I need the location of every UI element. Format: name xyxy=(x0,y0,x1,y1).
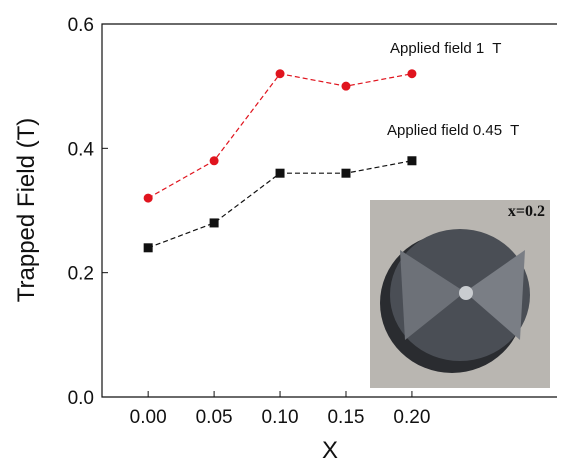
y-axis-label: Trapped Field (T) xyxy=(13,118,40,303)
x-tick-label: 0.05 xyxy=(196,407,233,428)
point xyxy=(341,168,351,178)
point xyxy=(275,168,285,178)
seed xyxy=(459,286,473,300)
x-tick-label: 0.10 xyxy=(262,407,299,428)
facet xyxy=(465,250,525,340)
y-tick-label: 0.4 xyxy=(68,139,95,160)
series-label: Applied field 1 T xyxy=(390,40,501,57)
y-tick-label: 0.0 xyxy=(68,388,94,409)
y-tick-label: 0.2 xyxy=(68,264,94,285)
y-tick-label: 0.6 xyxy=(68,15,94,36)
facet xyxy=(400,250,465,340)
point xyxy=(407,69,417,79)
point xyxy=(209,218,219,228)
x-tick-label: 0.15 xyxy=(327,407,364,428)
x-tick-label: 0.00 xyxy=(130,407,167,428)
point xyxy=(143,193,153,203)
point xyxy=(275,69,285,79)
point xyxy=(209,156,219,166)
point xyxy=(143,243,153,253)
inset-photo: x=0.2 xyxy=(370,200,550,388)
x-tick-label: 0.20 xyxy=(393,407,430,428)
point xyxy=(341,81,351,91)
inset-label: x=0.2 xyxy=(508,203,545,220)
axis-frame xyxy=(101,23,557,398)
x-axis-label: X xyxy=(322,437,338,464)
point xyxy=(407,156,417,166)
series-label: Applied field 0.45 T xyxy=(387,122,519,139)
series-line xyxy=(147,73,413,199)
